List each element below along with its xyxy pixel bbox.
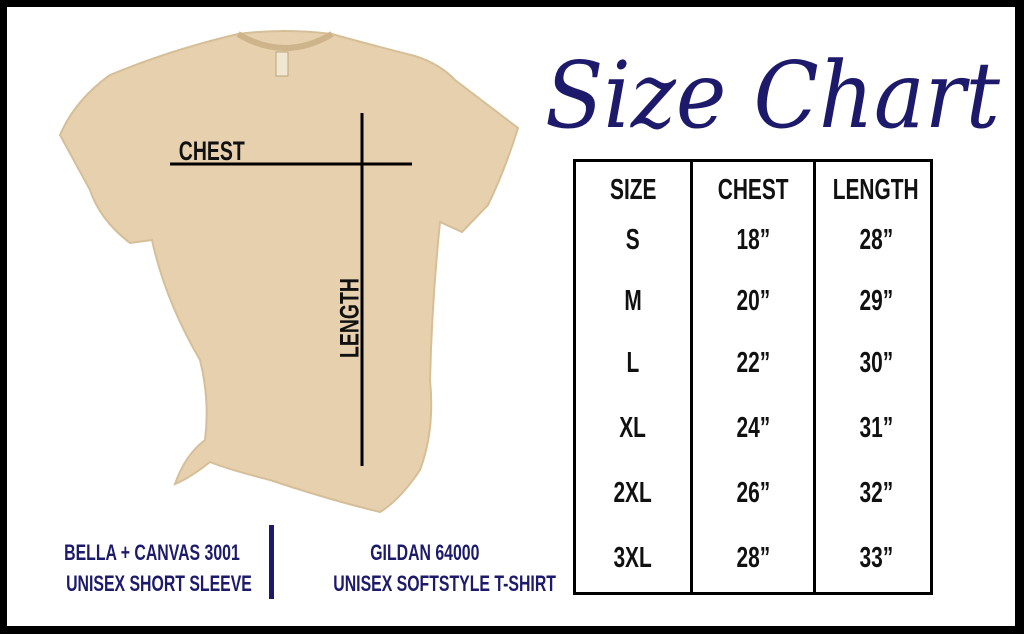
table-cell: 31” <box>816 412 936 445</box>
title-text: Size Chart <box>545 42 1001 149</box>
cell-text: 31” <box>859 412 893 444</box>
cell-text: 28” <box>736 542 770 574</box>
table-cell: 28” <box>816 224 936 257</box>
header-text: LENGTH <box>833 174 919 206</box>
size-column: SIZE S M L XL 2XL 3XL <box>576 162 690 592</box>
chest-label-wrap: CHEST <box>166 136 250 167</box>
cell-text: 28” <box>859 224 893 256</box>
table-cell: 28” <box>693 542 813 575</box>
cell-text: 20” <box>736 285 770 317</box>
cell-text: 18” <box>736 224 770 256</box>
table-cell: 29” <box>816 285 936 318</box>
table-cell: 32” <box>816 477 936 510</box>
brand-line2: UNISEX SOFTSTYLE T-SHIRT <box>333 571 556 596</box>
table-cell: 20” <box>693 285 813 318</box>
brand-line2: UNISEX SHORT SLEEVE <box>66 571 252 596</box>
cell-text: 22” <box>736 347 770 379</box>
header-text: SIZE <box>609 174 657 206</box>
size-chart-title: Size Chart <box>545 42 1001 149</box>
length-label: LENGTH <box>334 278 365 358</box>
cell-text: 32” <box>859 477 893 509</box>
column-header: LENGTH <box>816 174 936 207</box>
cell-text: L <box>626 347 640 379</box>
table-cell: 26” <box>693 477 813 510</box>
length-column: LENGTH 28” 29” 30” 31” 32” 33” <box>813 162 936 592</box>
chest-label: CHEST <box>178 136 245 166</box>
brand-line1: BELLA + CANVAS 3001 <box>64 540 240 565</box>
table-cell: XL <box>576 412 690 445</box>
tshirt-collar <box>236 31 334 51</box>
brand-bella-canvas: BELLA + CANVAS 3001 UNISEX SHORT SLEEVE <box>30 537 260 599</box>
cell-text: 29” <box>859 285 893 317</box>
cell-text: 33” <box>859 542 893 574</box>
cell-text: M <box>624 285 642 317</box>
brand-line1: GILDAN 64000 <box>370 540 480 565</box>
table-cell: 24” <box>693 412 813 445</box>
shirt-tag <box>275 51 289 77</box>
table-cell: 33” <box>816 542 936 575</box>
table-cell: S <box>576 224 690 257</box>
cell-text: 3XL <box>613 542 653 574</box>
brand-divider <box>269 525 274 599</box>
table-cell: 2XL <box>576 477 690 510</box>
column-header: SIZE <box>576 174 690 207</box>
tshirt-shape <box>58 30 520 514</box>
length-label-wrap: LENGTH <box>335 274 366 374</box>
table-cell: L <box>576 347 690 380</box>
table-cell: 22” <box>693 347 813 380</box>
cell-text: 26” <box>736 477 770 509</box>
size-table: SIZE S M L XL 2XL 3XL CHEST 18” 20” 22” 24” 26” 28” … <box>573 159 933 595</box>
table-cell: 30” <box>816 347 936 380</box>
header-text: CHEST <box>717 174 789 206</box>
cell-text: XL <box>619 412 647 444</box>
cell-text: 30” <box>859 347 893 379</box>
cell-text: 2XL <box>613 477 653 509</box>
chest-column: CHEST 18” 20” 22” 24” 26” 28” <box>690 162 813 592</box>
table-cell: 3XL <box>576 542 690 575</box>
cell-text: S <box>626 224 640 256</box>
brand-gildan: GILDAN 64000 UNISEX SOFTSTYLE T-SHIRT <box>290 537 560 599</box>
table-cell: M <box>576 285 690 318</box>
column-header: CHEST <box>693 174 813 207</box>
cell-text: 24” <box>736 412 770 444</box>
table-cell: 18” <box>693 224 813 257</box>
